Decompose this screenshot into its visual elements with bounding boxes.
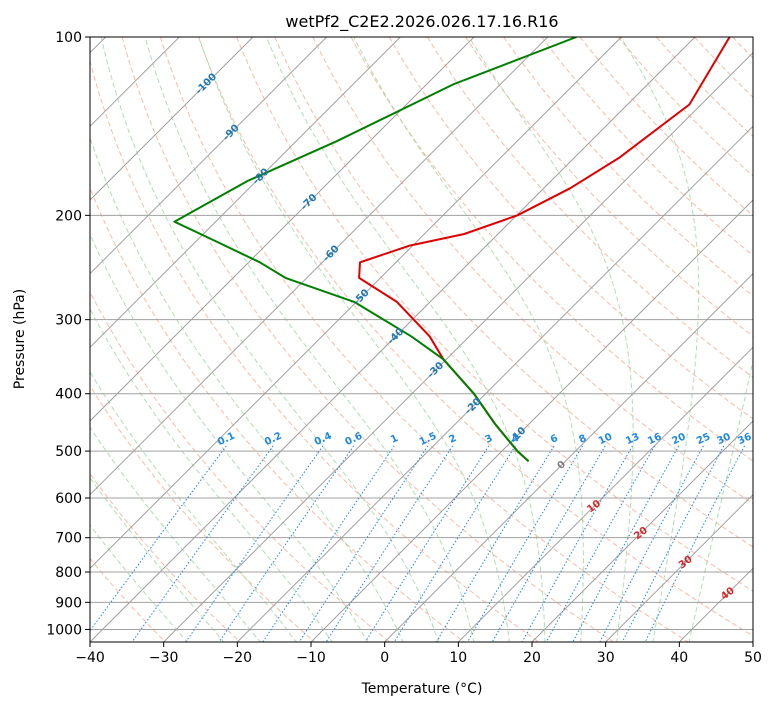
mixing-ratio-label: 10 — [597, 431, 614, 447]
isotherm-line — [90, 37, 401, 349]
mixing-ratio-label: 8 — [577, 433, 588, 446]
moist-adiabat-line — [688, 358, 753, 642]
mixing-ratio-line — [218, 445, 355, 642]
mixing-ratio-label: 1 — [389, 433, 400, 446]
y-tick-label: 100 — [55, 30, 82, 46]
dry-adiabat-line — [90, 59, 540, 642]
y-axis-label: Pressure (hPa) — [12, 289, 28, 389]
axes: −40 −30 −20 −10 0 10 20 30 40 50 100 200 300 400 500 60… — [46, 30, 762, 666]
dry-adiabat-line — [121, 37, 614, 642]
mixing-ratio-line — [262, 445, 395, 642]
dry-adiabat-line — [541, 37, 753, 257]
isotherm-line — [163, 51, 753, 642]
y-tick-label: 300 — [55, 313, 82, 329]
mixing-ratio-line — [572, 445, 680, 642]
mixing-ratio-line — [467, 445, 584, 642]
y-tick-label: 400 — [55, 387, 82, 403]
dry-adiabat-line — [274, 37, 753, 548]
y-tick-label: 700 — [55, 531, 82, 547]
isotherm-line — [90, 37, 696, 642]
moist-adiabat-line — [468, 37, 634, 642]
x-tick-label: 0 — [380, 650, 389, 666]
mixing-ratio-line — [364, 445, 490, 642]
dry-adiabat-line — [198, 37, 753, 637]
mixing-ratio-line — [90, 445, 227, 632]
mixing-ratio-label: 30 — [715, 431, 732, 447]
mixing-ratio-label: 3 — [484, 433, 495, 446]
mixing-ratio-label: 36 — [736, 431, 753, 447]
x-tick-label: 50 — [744, 650, 762, 666]
x-tick-label: 30 — [597, 650, 615, 666]
x-tick-label: −20 — [223, 650, 253, 666]
isotherm-line — [90, 37, 475, 422]
x-tick-label: −30 — [149, 650, 179, 666]
y-tick-label: 800 — [55, 565, 82, 581]
x-tick-label: −10 — [296, 650, 326, 666]
moist-adiabat-line — [90, 233, 369, 642]
moist-adiabat-line — [266, 37, 546, 642]
mixing-ratio-label: 13 — [624, 431, 641, 447]
mixing-ratio-label: 6 — [549, 433, 560, 446]
plot-area — [90, 37, 753, 642]
isotherm-line — [90, 37, 328, 275]
moist-adiabat-line — [90, 476, 225, 642]
isotherm-line — [384, 272, 753, 642]
mixing-ratio-label: 20 — [670, 431, 687, 447]
x-tick-label: 40 — [670, 650, 688, 666]
dewpoint-profile-line — [173, 37, 577, 462]
mixing-ratio-line — [298, 445, 429, 642]
dry-adiabat-line — [90, 291, 390, 642]
dry-adiabat-line — [388, 37, 753, 420]
mixing-ratio-line — [545, 445, 656, 642]
isotherm-line — [605, 493, 753, 642]
dry-adiabat-line — [159, 37, 689, 642]
moist-adiabat-line — [353, 37, 584, 642]
isotherm-line — [90, 37, 254, 201]
isotherm-line — [531, 420, 753, 642]
moist-adiabat-line — [198, 37, 510, 642]
x-tick-label: −40 — [75, 650, 105, 666]
plot-frame — [89, 36, 754, 643]
moist-adiabat-line — [620, 37, 700, 642]
moist-adiabat-line — [90, 135, 404, 642]
moist-adiabat-line — [144, 37, 475, 642]
dry-adiabat-line — [90, 384, 316, 642]
isotherm-line — [457, 346, 753, 642]
y-tick-label: 600 — [55, 491, 82, 507]
moist-adiabat-line — [100, 37, 440, 642]
isotherm-line — [90, 37, 549, 496]
dry-adiabat-line — [617, 37, 753, 177]
dry-adiabat-line — [503, 37, 753, 297]
isotherm-line — [90, 37, 622, 570]
mixing-ratio-label: 2 — [447, 433, 458, 446]
chart-title: wetPf2_C2E2.2026.026.17.16.R16 — [285, 12, 558, 32]
moist-adiabat-line — [90, 308, 333, 642]
y-tick-label: 1000 — [46, 622, 82, 638]
isotherm-line — [236, 125, 753, 642]
mixing-ratio-label: 25 — [695, 431, 712, 447]
y-tick-label: 200 — [55, 208, 82, 224]
dry-adiabat-line — [90, 186, 465, 642]
mixing-ratio-label: 16 — [646, 431, 663, 447]
isotherm-line — [310, 199, 753, 642]
mixing-ratio-line — [393, 445, 516, 642]
mixing-ratio-label: 4 — [510, 433, 521, 446]
x-tick-label: 10 — [449, 650, 467, 666]
mixing-ratio-line — [325, 445, 454, 642]
dry-adiabat-line — [426, 37, 753, 378]
y-tick-label: 500 — [55, 444, 82, 460]
dry-adiabat-line — [312, 37, 753, 505]
y-tick-label: 900 — [55, 595, 82, 611]
dry-adiabat-line — [90, 472, 241, 642]
moist-adiabat-line — [90, 426, 261, 642]
x-axis-label: Temperature (°C) — [361, 681, 483, 697]
mixing-ratio-line — [521, 445, 633, 642]
x-tick-label: 20 — [523, 650, 541, 666]
mixing-ratio-line — [185, 445, 324, 642]
